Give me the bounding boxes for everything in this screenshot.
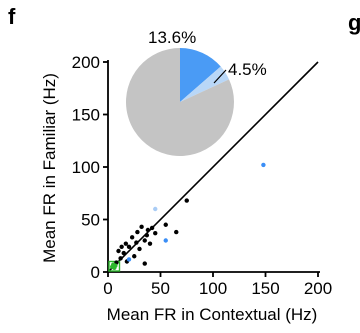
origin-highlight-box [108, 260, 121, 272]
x-axis-title: Mean FR in Contextual (Hz) [107, 305, 318, 324]
data-points [110, 162, 266, 270]
axes: 0 50 100 150 200 0 50 100 150 200 [72, 53, 333, 298]
data-point [116, 248, 121, 254]
y-tick-label: 50 [81, 211, 100, 230]
data-point [134, 240, 139, 245]
data-point [121, 250, 126, 256]
data-point [142, 238, 147, 243]
data-point [126, 244, 132, 249]
x-tick-label: 0 [103, 279, 112, 298]
data-point [135, 229, 140, 235]
data-point [163, 222, 168, 227]
x-tick-label: 150 [251, 279, 279, 298]
pie-label-2: 4.5% [228, 60, 267, 79]
y-tick-label: 100 [72, 158, 100, 177]
data-point [153, 230, 158, 236]
data-point [261, 162, 266, 168]
data-point [119, 244, 124, 249]
pie-slice-3 [125, 48, 234, 156]
data-point [137, 246, 142, 252]
pie-slice-1 [180, 48, 221, 102]
identity-line [107, 61, 319, 273]
data-point [142, 261, 147, 266]
panel-label-g: g [348, 10, 360, 35]
data-point [113, 263, 118, 268]
data-point [139, 224, 144, 230]
data-point [163, 238, 168, 243]
x-tick-label: 200 [304, 279, 332, 298]
panel-label-f: f [8, 4, 16, 29]
data-point [132, 254, 137, 259]
data-point [174, 229, 179, 235]
data-point [118, 256, 123, 261]
x-tick-label: 50 [151, 279, 170, 298]
data-point [129, 235, 135, 240]
data-point [184, 198, 189, 203]
x-tick-label: 100 [199, 279, 227, 298]
data-point [123, 241, 129, 246]
pie-label-leader [213, 69, 227, 84]
y-axis-title: Mean FR in Familiar (Hz) [40, 73, 59, 263]
pie-label-1: 13.6% [148, 28, 196, 47]
data-point [149, 225, 155, 231]
y-tick-label: 150 [72, 106, 100, 125]
inset-pie-chart: 13.6% 4.5% [125, 28, 267, 156]
y-tick-label: 200 [72, 53, 100, 72]
data-point [153, 206, 158, 212]
data-point [126, 257, 132, 262]
data-point [144, 233, 150, 238]
data-point [145, 227, 151, 233]
y-tick-label: 0 [91, 263, 100, 282]
data-point [147, 241, 153, 246]
pie-slice-2 [180, 66, 229, 102]
